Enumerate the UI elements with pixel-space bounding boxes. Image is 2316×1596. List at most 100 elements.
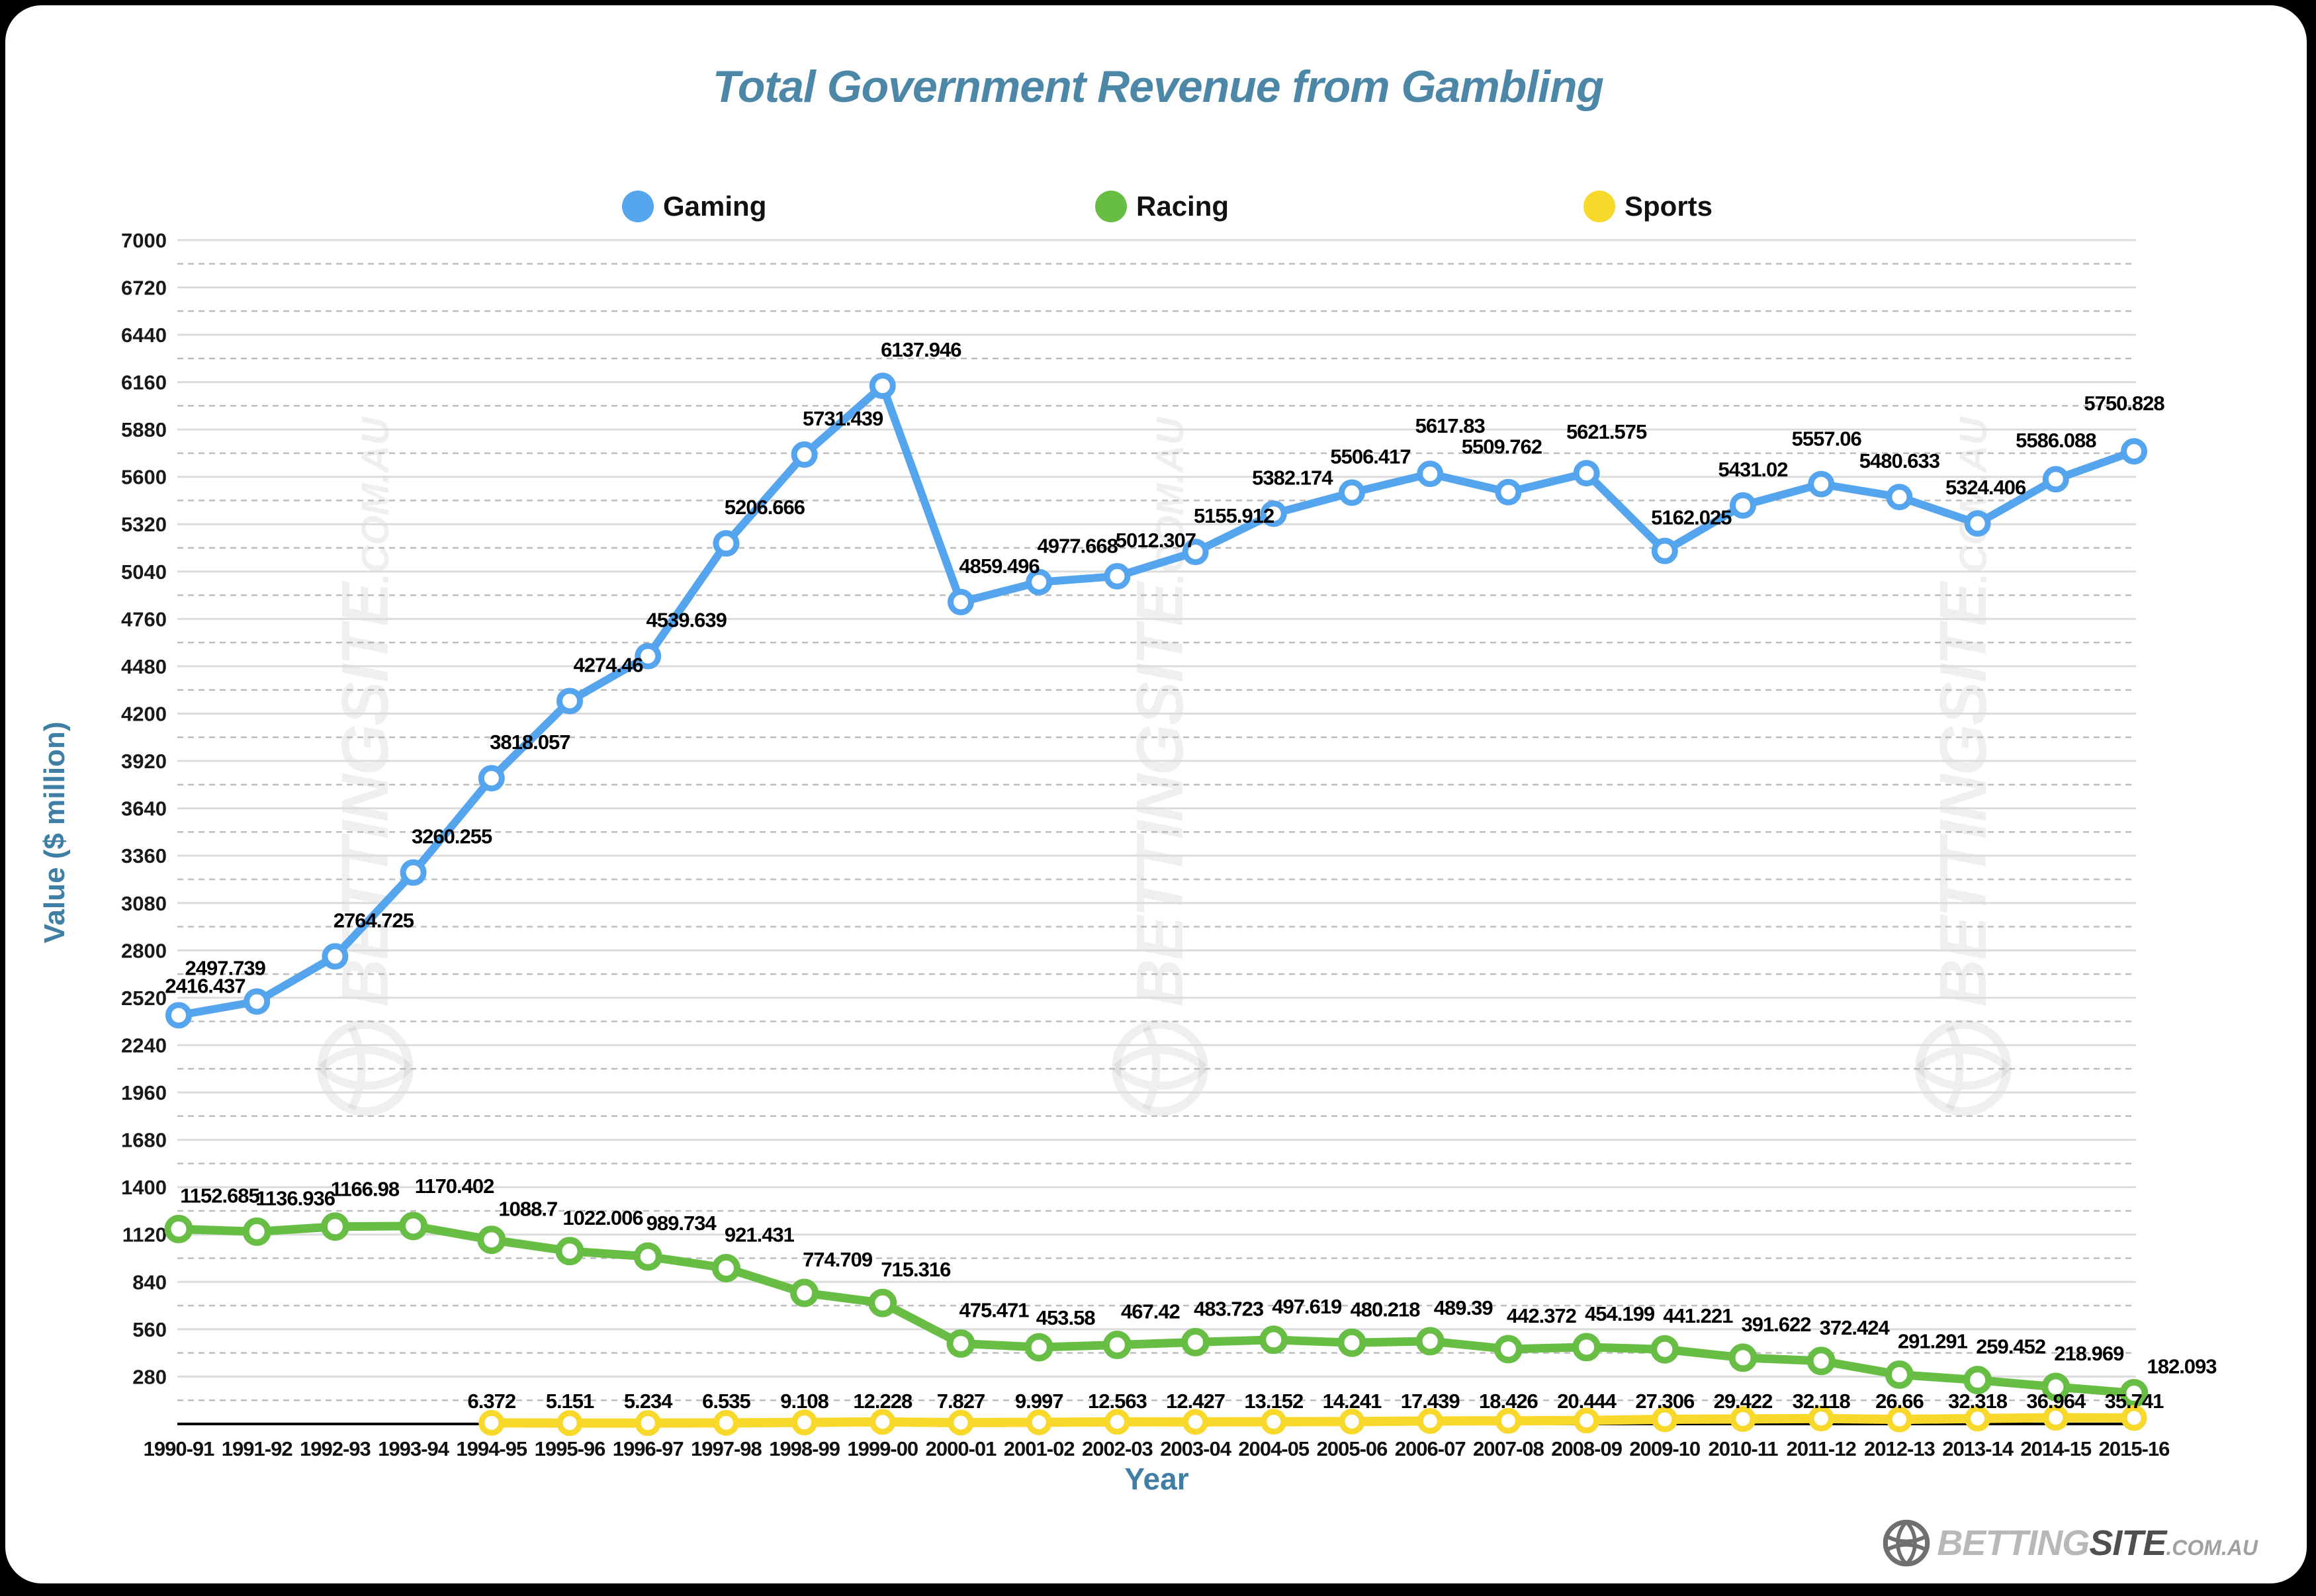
sports-point-marker[interactable] — [1652, 1406, 1678, 1433]
gaming-point-marker[interactable] — [165, 1002, 192, 1029]
x-tick-label: 2000-01 — [926, 1437, 997, 1460]
racing-point-marker[interactable] — [1572, 1333, 1601, 1362]
racing-point-marker[interactable] — [946, 1329, 975, 1358]
y-tick-label: 560 — [132, 1318, 167, 1341]
racing-point-marker[interactable] — [1806, 1347, 1836, 1376]
gaming-point-marker[interactable] — [400, 859, 427, 886]
gaming-point-marker[interactable] — [1730, 492, 1756, 519]
gaming-point-marker[interactable] — [2042, 466, 2069, 493]
sports-point-marker[interactable] — [948, 1409, 974, 1436]
gaming-point-marker[interactable] — [1417, 461, 1444, 488]
gaming-point-marker[interactable] — [1260, 500, 1287, 527]
racing-point-marker[interactable] — [1024, 1333, 1053, 1362]
sports-point-marker[interactable] — [635, 1410, 661, 1437]
racing-point-marker[interactable] — [555, 1237, 584, 1266]
racing-point-marker[interactable] — [2119, 1378, 2149, 1407]
sports-point-marker[interactable] — [1886, 1406, 1912, 1433]
data-label: 27.306 — [1635, 1390, 1695, 1413]
gaming-point-marker[interactable] — [948, 588, 974, 615]
data-label: 218.969 — [2054, 1342, 2124, 1365]
bettingsite-logo: BETTING SITE .COM.AU — [1883, 1519, 2258, 1567]
racing-point-marker[interactable] — [633, 1242, 662, 1271]
gaming-point-marker[interactable] — [869, 373, 896, 400]
racing-point-marker[interactable] — [1102, 1331, 1132, 1360]
sports-point-marker[interactable] — [2043, 1405, 2069, 1431]
gaming-point-marker[interactable] — [791, 441, 818, 468]
data-label: 12.563 — [1088, 1390, 1147, 1413]
sports-point-marker[interactable] — [791, 1409, 818, 1436]
sports-point-marker[interactable] — [1417, 1408, 1443, 1435]
gaming-point-marker[interactable] — [713, 530, 740, 557]
data-label: 36.964 — [2026, 1390, 2086, 1413]
sports-point-marker[interactable] — [869, 1409, 896, 1435]
gaming-point-marker[interactable] — [557, 687, 583, 715]
sports-series-line — [486, 1413, 2139, 1428]
racing-point-marker[interactable] — [1885, 1360, 1914, 1390]
racing-point-marker[interactable] — [1415, 1327, 1445, 1356]
racing-point-marker[interactable] — [477, 1225, 506, 1255]
sports-point-marker[interactable] — [1182, 1409, 1209, 1435]
sports-point-marker[interactable] — [1339, 1408, 1365, 1435]
gaming-point-marker[interactable] — [1651, 537, 1678, 564]
sports-point-marker[interactable] — [1495, 1407, 1521, 1434]
sports-point-marker[interactable] — [1730, 1405, 1756, 1432]
gaming-point-marker[interactable] — [1886, 484, 1913, 511]
data-label: 4274.46 — [573, 653, 643, 676]
gaming-point-marker[interactable] — [244, 988, 271, 1015]
sports-point-marker[interactable] — [1104, 1409, 1130, 1435]
gridlines — [177, 239, 2136, 1401]
sports-point-marker[interactable] — [713, 1409, 739, 1436]
legend-item-racing[interactable]: Racing — [1095, 191, 1229, 222]
racing-point-marker[interactable] — [2041, 1372, 2071, 1401]
sports-point-marker[interactable] — [1965, 1405, 1991, 1432]
racing-point-marker[interactable] — [320, 1212, 349, 1241]
racing-point-marker[interactable] — [711, 1253, 740, 1282]
legend-item-gaming[interactable]: Gaming — [622, 191, 766, 222]
data-label: 480.218 — [1350, 1298, 1420, 1321]
racing-point-marker[interactable] — [1181, 1327, 1210, 1356]
y-tick-label: 4200 — [121, 702, 167, 725]
racing-point-marker[interactable] — [1493, 1335, 1523, 1364]
racing-point-marker[interactable] — [1728, 1343, 1758, 1372]
y-tick-label: 1960 — [121, 1081, 167, 1104]
logo-tld: .COM.AU — [2166, 1535, 2258, 1560]
y-tick-label: 3080 — [121, 892, 167, 915]
gaming-point-marker[interactable] — [478, 765, 505, 792]
x-tick-label: 1993-94 — [378, 1437, 450, 1460]
gaming-point-marker[interactable] — [1573, 460, 1600, 487]
sports-point-marker[interactable] — [478, 1409, 505, 1436]
racing-point-marker[interactable] — [1337, 1328, 1366, 1357]
gaming-point-marker[interactable] — [1495, 478, 1522, 506]
racing-point-marker[interactable] — [1963, 1366, 1992, 1395]
racing-point-marker[interactable] — [1259, 1325, 1288, 1354]
gaming-point-marker[interactable] — [1182, 539, 1209, 566]
sports-point-marker[interactable] — [1026, 1409, 1052, 1435]
sports-point-marker[interactable] — [1261, 1409, 1287, 1435]
sports-point-marker[interactable] — [2121, 1405, 2147, 1431]
data-label: 182.093 — [2147, 1354, 2217, 1378]
gaming-swatch-icon — [622, 191, 654, 222]
sports-point-marker[interactable] — [1574, 1407, 1600, 1434]
sports-point-marker[interactable] — [557, 1410, 583, 1437]
data-label: 5.151 — [546, 1390, 594, 1413]
gaming-point-marker[interactable] — [635, 643, 662, 670]
racing-point-marker[interactable] — [242, 1217, 271, 1246]
gaming-point-marker[interactable] — [1026, 568, 1053, 596]
data-label: 467.42 — [1121, 1300, 1180, 1323]
gaming-point-marker[interactable] — [1964, 510, 1991, 537]
data-label: 5480.633 — [1859, 449, 1940, 472]
gaming-point-marker[interactable] — [1808, 470, 1835, 498]
racing-point-marker[interactable] — [868, 1288, 897, 1317]
data-label: 5557.06 — [1792, 427, 1862, 451]
gaming-point-marker[interactable] — [1339, 479, 1365, 506]
racing-point-marker[interactable] — [1650, 1335, 1679, 1364]
racing-point-marker[interactable] — [790, 1278, 819, 1308]
sports-point-marker[interactable] — [1808, 1405, 1834, 1432]
gaming-point-marker[interactable] — [1104, 562, 1131, 590]
data-label: 454.199 — [1585, 1302, 1655, 1325]
racing-point-marker[interactable] — [164, 1214, 193, 1243]
gaming-point-marker[interactable] — [322, 943, 349, 970]
gaming-point-marker[interactable] — [2121, 438, 2147, 465]
racing-point-marker[interactable] — [399, 1212, 428, 1241]
legend-item-sports[interactable]: Sports — [1583, 191, 1713, 222]
